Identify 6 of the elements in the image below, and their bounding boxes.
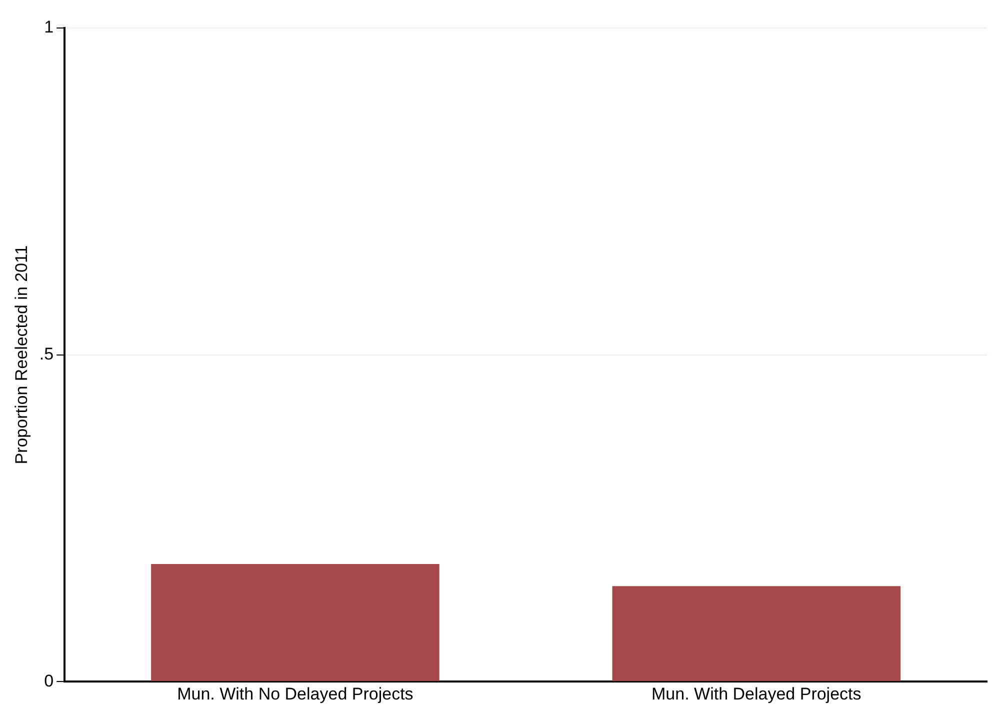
x-tick-label: Mun. With Delayed Projects (652, 684, 862, 704)
y-tick-label: 0 (44, 671, 54, 690)
y-tick-label: 1 (44, 18, 54, 37)
y-axis-title: Proportion Reelected in 2011 (12, 245, 31, 464)
y-tick-label: .5 (39, 344, 54, 364)
x-tick-label: Mun. With No Delayed Projects (177, 684, 414, 704)
